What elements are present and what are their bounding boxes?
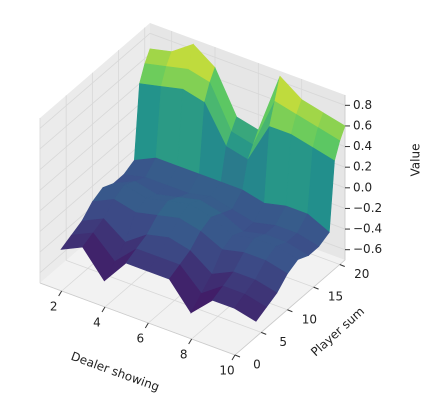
x-axis-label: Dealer showing [69, 349, 161, 394]
grid-line [149, 32, 346, 106]
tick-mark [339, 264, 345, 267]
tick-mark [261, 331, 267, 335]
grid-line [39, 94, 151, 191]
y-tick-label: 10 [302, 312, 317, 326]
y-tick-label: 15 [328, 290, 343, 304]
tick-mark [287, 309, 293, 313]
z-tick-label: 0.6 [353, 118, 372, 132]
z-tick-label: 0.4 [353, 139, 372, 153]
z-tick-label: 0.2 [353, 160, 372, 174]
x-tick-label: 4 [93, 316, 101, 330]
tick-mark [144, 322, 149, 329]
tick-mark [234, 354, 241, 358]
tick-mark [188, 338, 193, 345]
x-tick-label: 2 [50, 300, 58, 314]
x-tick-label: 10 [219, 364, 234, 378]
left-pane [40, 23, 150, 283]
grid-line [39, 115, 151, 212]
grid-line [39, 33, 151, 129]
y-tick-label: 20 [354, 267, 369, 281]
z-axis-label: Value [409, 144, 423, 177]
z-tick-label: 0.8 [353, 98, 372, 112]
y-tick-label: 0 [253, 358, 261, 372]
z-tick-label: −0.6 [353, 242, 382, 256]
grid-line [39, 74, 151, 170]
tick-mark [313, 286, 319, 290]
x-tick-label: 6 [137, 332, 145, 346]
x-axis-line [39, 282, 236, 356]
z-tick-label: 0.0 [353, 180, 372, 194]
z-tick-label: −0.2 [353, 201, 382, 215]
y-axis-label: Player sum [308, 304, 367, 359]
x-tick-label: 8 [180, 348, 188, 362]
y-tick-label: 5 [279, 335, 287, 349]
tick-mark [101, 306, 106, 313]
tick-mark [231, 354, 236, 361]
z-tick-label: −0.4 [353, 222, 382, 236]
tick-mark [58, 290, 63, 297]
y-axis-line [234, 259, 346, 356]
grid-line [39, 136, 151, 232]
grid-line [39, 53, 151, 150]
surface-face [233, 293, 267, 322]
